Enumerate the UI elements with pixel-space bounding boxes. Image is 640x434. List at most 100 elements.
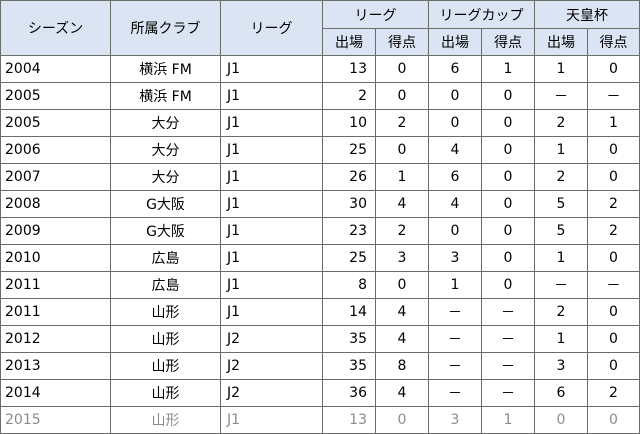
cell-league-goals: 2	[375, 109, 429, 137]
cell-club: 広島	[110, 271, 221, 299]
cell-emperor-apps: 1	[534, 244, 588, 272]
cell-league: J1	[220, 406, 323, 434]
cell-cup-apps: 4	[428, 190, 482, 218]
cell-emperor-goals: 0	[587, 244, 640, 272]
cell-cup-apps: －	[428, 325, 482, 353]
cell-league-goals: 0	[375, 82, 429, 110]
cell-emperor-goals: 2	[587, 217, 640, 245]
cell-season: 2005	[0, 109, 111, 137]
table-row: 2006 大分 J1 25 0 4 0 1 0	[0, 136, 640, 164]
table-row: 2013 山形 J2 35 8 －－ 3 0	[0, 352, 640, 380]
cell-league-goals: 4	[375, 379, 429, 407]
cell-season: 2009	[0, 217, 111, 245]
cell-league: J2	[220, 325, 323, 353]
cell-club: 山形	[110, 406, 221, 434]
table-row: 2008 G大阪 J1 30 4 4 0 5 2	[0, 190, 640, 218]
cell-cup-goals: 0	[481, 109, 535, 137]
cell-emperor-goals: 2	[587, 190, 640, 218]
cell-league-apps: 25	[322, 136, 376, 164]
cell-season: 2015	[0, 406, 111, 434]
header-apps: 出場	[534, 28, 588, 56]
cell-cup-goals: 1	[481, 406, 535, 434]
table-body: 2004 横浜 FM J1 13 0 6 1 1 0 2005 横浜 FM J1 2 0 0 0 －－ 2005 大…	[0, 55, 640, 434]
cell-club: 山形	[110, 379, 221, 407]
header-row-sub: 出場 得点 出場 得点 出場 得点	[1, 28, 640, 56]
cell-cup-goals: 0	[481, 217, 535, 245]
cell-season: 2007	[0, 163, 111, 191]
cell-season: 2013	[0, 352, 111, 380]
table-row: 2005 横浜 FM J1 2 0 0 0 －－	[0, 82, 640, 110]
cell-cup-goals: 0	[481, 271, 535, 299]
cell-league-goals: 4	[375, 298, 429, 326]
table-row: 2014 山形 J2 36 4 －－ 6 2	[0, 379, 640, 407]
header-club: 所属クラブ	[110, 0, 221, 56]
cell-cup-apps: 3	[428, 406, 482, 434]
cell-emperor-apps: －	[534, 271, 588, 299]
cell-cup-goals: －	[481, 298, 535, 326]
cell-league-apps: 26	[322, 163, 376, 191]
cell-emperor-apps: 5	[534, 217, 588, 245]
cell-league-apps: 35	[322, 352, 376, 380]
table-row: 2005 大分 J1 10 2 0 0 2 1	[0, 109, 640, 137]
cell-club: 山形	[110, 325, 221, 353]
cell-league-goals: 0	[375, 55, 429, 83]
cell-emperor-goals: －	[587, 82, 640, 110]
cell-emperor-apps: 1	[534, 136, 588, 164]
cell-season: 2011	[0, 298, 111, 326]
cell-league: J2	[220, 379, 323, 407]
table-row: 2009 G大阪 J1 23 2 0 0 5 2	[0, 217, 640, 245]
cell-league-apps: 35	[322, 325, 376, 353]
cell-club: 横浜 FM	[110, 55, 221, 83]
cell-cup-apps: 3	[428, 244, 482, 272]
header-apps: 出場	[322, 28, 376, 56]
cell-league-goals: 3	[375, 244, 429, 272]
cell-season: 2006	[0, 136, 111, 164]
cell-cup-goals: 0	[481, 136, 535, 164]
cell-club: 山形	[110, 298, 221, 326]
cell-league-apps: 23	[322, 217, 376, 245]
cell-cup-apps: 0	[428, 217, 482, 245]
cell-league-goals: 4	[375, 190, 429, 218]
cell-cup-apps: 1	[428, 271, 482, 299]
cell-emperor-goals: 1	[587, 109, 640, 137]
cell-club: 横浜 FM	[110, 82, 221, 110]
cell-emperor-goals: 0	[587, 406, 640, 434]
cell-emperor-apps: 5	[534, 190, 588, 218]
cell-league: J1	[220, 136, 323, 164]
cell-league: J1	[220, 109, 323, 137]
cell-club: 山形	[110, 352, 221, 380]
cell-emperor-apps: 0	[534, 406, 588, 434]
cell-cup-goals: 1	[481, 55, 535, 83]
table-row: 2012 山形 J2 35 4 －－ 1 0	[0, 325, 640, 353]
cell-season: 2012	[0, 325, 111, 353]
cell-cup-apps: 6	[428, 55, 482, 83]
cell-league: J1	[220, 55, 323, 83]
cell-league-apps: 36	[322, 379, 376, 407]
cell-emperor-apps: 1	[534, 55, 588, 83]
table-row: 2015 山形 J1 13 0 3 1 0 0	[0, 406, 640, 434]
cell-league-apps: 25	[322, 244, 376, 272]
cell-league-apps: 13	[322, 55, 376, 83]
cell-club: 大分	[110, 136, 221, 164]
header-apps: 出場	[428, 28, 482, 56]
cell-cup-goals: 0	[481, 82, 535, 110]
header-goals: 得点	[481, 28, 535, 56]
cell-cup-apps: －	[428, 298, 482, 326]
cell-league-goals: 8	[375, 352, 429, 380]
cell-emperor-apps: 2	[534, 163, 588, 191]
cell-league-goals: 0	[375, 406, 429, 434]
cell-cup-apps: 0	[428, 109, 482, 137]
cell-season: 2008	[0, 190, 111, 218]
cell-cup-goals: －	[481, 352, 535, 380]
cell-league-apps: 8	[322, 271, 376, 299]
cell-season: 2011	[0, 271, 111, 299]
cell-league: J2	[220, 352, 323, 380]
header-row-top: シーズン 所属クラブ リーグ リーグ リーグカップ 天皇杯	[0, 0, 640, 56]
header-group-emperors-cup: 天皇杯	[534, 0, 640, 29]
cell-league-apps: 14	[322, 298, 376, 326]
cell-cup-apps: －	[428, 352, 482, 380]
cell-club: 大分	[110, 109, 221, 137]
cell-league-goals: 4	[375, 325, 429, 353]
cell-league: J1	[220, 271, 323, 299]
